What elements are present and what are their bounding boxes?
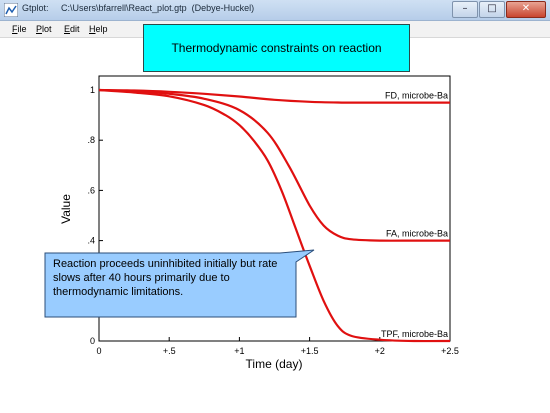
app-name: Gtplot:	[22, 3, 49, 13]
x-tick-label: +2	[375, 346, 385, 356]
y-tick-label: 0	[90, 336, 95, 346]
series-line-1	[98, 88, 450, 104]
series-label: FA, microbe-Ba	[386, 229, 448, 239]
annotation-callout: Reaction proceeds uninhibited initially …	[44, 249, 315, 318]
series-label: TPF, microbe-Ba	[381, 329, 448, 339]
x-tick-label: +.5	[163, 346, 176, 356]
series-line-3	[98, 88, 451, 343]
x-tick-label: +2.5	[441, 346, 459, 356]
x-tick-label: +1	[234, 346, 244, 356]
maximize-button[interactable]: □	[479, 1, 505, 18]
menu-edit-label: dit	[70, 24, 80, 34]
callout-bubble	[44, 249, 315, 318]
menu-help-label: elp	[95, 24, 108, 34]
plot-title-banner: Thermodynamic constraints on reaction	[143, 24, 410, 72]
series-line-2	[98, 88, 450, 242]
menu-help[interactable]: Help	[89, 24, 108, 34]
gtplot-app-icon	[4, 3, 18, 17]
minimize-button[interactable]: –	[452, 1, 478, 18]
callout-text: Reaction proceeds uninhibited initially …	[53, 258, 278, 298]
menu-edit[interactable]: Edit	[64, 24, 80, 34]
plot-frame	[98, 75, 451, 342]
menu-edit-mnemonic: E	[64, 24, 71, 34]
y-axis-label: Value	[59, 194, 73, 224]
y-tick-label: .4	[87, 236, 95, 246]
y-tick-label: .8	[87, 135, 95, 145]
series-lines	[98, 88, 451, 343]
x-tick-label: 0	[96, 346, 101, 356]
menu-help-mnemonic: H	[89, 24, 96, 34]
activity-mode: (Debye-Huckel)	[191, 3, 255, 13]
menu-file[interactable]: File	[12, 24, 27, 34]
x-tick-label: +1.5	[301, 346, 319, 356]
menu-plot-mnemonic: P	[36, 24, 43, 34]
series-labels: FD, microbe-Ba FA, microbe-Ba TPF, microbe…	[381, 91, 448, 339]
close-button[interactable]: ✕	[506, 1, 546, 18]
title-bar[interactable]: Gtplot: C:\Users\bfarrell\React_plot.gtp…	[0, 0, 550, 21]
series-label: FD, microbe-Ba	[385, 91, 448, 101]
menu-file-mnemonic: F	[12, 24, 18, 34]
window-controls: – □ ✕	[451, 1, 546, 18]
y-tick-label: 1	[90, 85, 95, 95]
menu-file-label: ile	[17, 24, 27, 34]
x-axis-label: Time (day)	[246, 357, 303, 371]
menu-plot[interactable]: Plot	[36, 24, 52, 34]
y-tick-label: .6	[87, 185, 95, 195]
file-path: C:\Users\bfarrell\React_plot.gtp	[61, 3, 187, 13]
menu-plot-label: lot	[42, 24, 52, 34]
window-title: Gtplot: C:\Users\bfarrell\React_plot.gtp…	[22, 3, 254, 13]
banner-text: Thermodynamic constraints on reaction	[171, 41, 382, 55]
axis-ticks: 0 +.5 +1 +1.5 +2 +2.5 0 .4 .6 .8 1	[87, 85, 458, 356]
